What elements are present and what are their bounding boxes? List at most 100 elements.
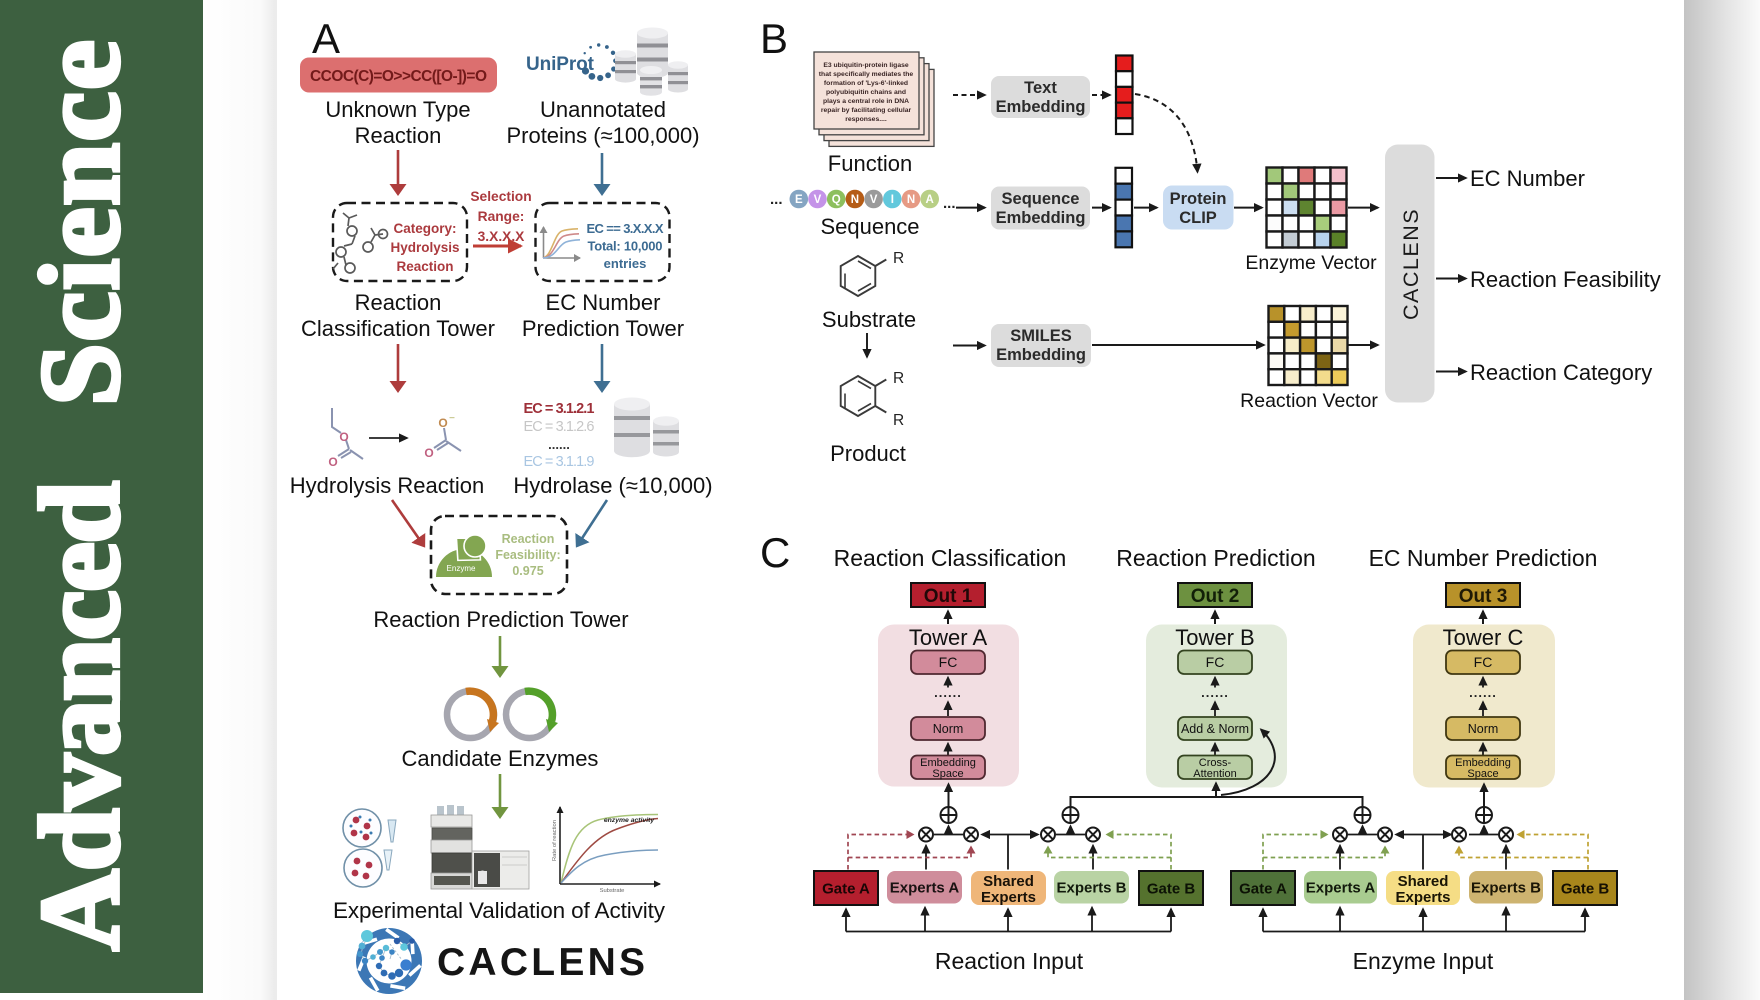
svg-text:CACLENS: CACLENS xyxy=(1399,208,1423,320)
svg-text:Space: Space xyxy=(932,768,963,780)
svg-text:polyubiquitin chains and: polyubiquitin chains and xyxy=(826,89,906,96)
svg-text:EC Number: EC Number xyxy=(1470,166,1585,191)
svg-text:Experts A: Experts A xyxy=(1306,880,1376,897)
svg-text:Reaction Vector: Reaction Vector xyxy=(1240,390,1378,412)
svg-text:...: ... xyxy=(770,191,783,208)
svg-text:Reaction Classification: Reaction Classification xyxy=(834,545,1067,571)
svg-text:Total: 10,000: Total: 10,000 xyxy=(588,239,663,254)
svg-text:Embedding: Embedding xyxy=(920,757,976,769)
svg-text:CACLENS: CACLENS xyxy=(437,941,646,984)
svg-text:Enzyme Input: Enzyme Input xyxy=(1353,948,1494,974)
svg-text:Space: Space xyxy=(1467,768,1498,780)
svg-text:A: A xyxy=(926,194,934,206)
svg-text:Prediction Tower: Prediction Tower xyxy=(522,316,684,341)
svg-text:3.X.X.X: 3.X.X.X xyxy=(478,229,526,244)
svg-text:O: O xyxy=(328,455,337,469)
svg-text:Experts: Experts xyxy=(1395,889,1450,906)
svg-text:Gate B: Gate B xyxy=(1561,881,1610,898)
svg-text:FC: FC xyxy=(939,654,958,670)
svg-text:Reaction Prediction Tower: Reaction Prediction Tower xyxy=(373,607,628,632)
svg-text:...: ... xyxy=(943,195,956,212)
svg-text:Selection: Selection xyxy=(470,189,531,204)
svg-text:Gate A: Gate A xyxy=(822,881,870,898)
svg-text:R: R xyxy=(893,412,904,429)
svg-text:EC Number Prediction: EC Number Prediction xyxy=(1369,545,1598,571)
svg-text:Advanced: Advanced xyxy=(18,481,143,951)
svg-text:C: C xyxy=(760,529,790,576)
svg-text:0.975: 0.975 xyxy=(512,564,543,578)
svg-text:CLIP: CLIP xyxy=(1179,209,1217,227)
svg-text:A: A xyxy=(312,15,340,62)
svg-text:O: O xyxy=(424,446,433,460)
svg-text:Protein: Protein xyxy=(1170,190,1227,208)
svg-text:Range:: Range: xyxy=(478,209,525,224)
svg-text:O: O xyxy=(438,416,447,430)
svg-text:Embedding: Embedding xyxy=(996,346,1086,364)
svg-text:EC = 3.1.2.6: EC = 3.1.2.6 xyxy=(524,419,595,435)
svg-text:Out 2: Out 2 xyxy=(1191,586,1240,607)
svg-text:EC = 3.1.1.9: EC = 3.1.1.9 xyxy=(524,454,595,470)
svg-text:Attention: Attention xyxy=(1193,768,1236,780)
svg-text:Substrate: Substrate xyxy=(600,888,625,894)
svg-text:Category:: Category: xyxy=(393,221,456,236)
svg-text:Reaction Input: Reaction Input xyxy=(935,948,1084,974)
svg-text:Q: Q xyxy=(832,194,841,206)
svg-text:R: R xyxy=(893,370,904,387)
svg-text:Reaction: Reaction xyxy=(502,532,555,546)
svg-text:R: R xyxy=(893,250,904,267)
svg-text:Science: Science xyxy=(18,40,143,406)
svg-text:Unannotated: Unannotated xyxy=(540,97,666,122)
svg-text:Experts A: Experts A xyxy=(890,880,960,897)
svg-text:Function: Function xyxy=(828,151,912,176)
svg-text:Tower B: Tower B xyxy=(1175,625,1254,650)
svg-text:Cross-: Cross- xyxy=(1199,757,1232,769)
svg-text:Tower C: Tower C xyxy=(1443,625,1524,650)
svg-text:Embedding: Embedding xyxy=(1455,757,1511,769)
svg-text:Hydrolase (≈10,000): Hydrolase (≈10,000) xyxy=(513,473,712,498)
svg-text:Reaction Category: Reaction Category xyxy=(1470,360,1652,385)
svg-text:E: E xyxy=(795,194,803,206)
svg-text:enzyme activity: enzyme activity xyxy=(604,817,655,824)
svg-text:Norm: Norm xyxy=(1468,722,1499,736)
svg-text:Reaction: Reaction xyxy=(355,123,442,148)
svg-text:Sequence: Sequence xyxy=(820,214,919,239)
svg-text:Reaction: Reaction xyxy=(396,259,453,274)
svg-text:Gate B: Gate B xyxy=(1147,881,1196,898)
svg-text:Feasibility:: Feasibility: xyxy=(495,548,560,562)
svg-text:Out 3: Out 3 xyxy=(1459,586,1508,607)
svg-text:FC: FC xyxy=(1206,654,1225,670)
svg-text:that specifically mediates the: that specifically mediates the xyxy=(819,71,914,78)
svg-text:......: ...... xyxy=(1469,685,1497,700)
svg-text:Substrate: Substrate xyxy=(822,307,916,332)
svg-text:Unknown Type: Unknown Type xyxy=(325,97,470,122)
svg-text:Hydrolysis: Hydrolysis xyxy=(390,240,459,255)
svg-text:Candidate Enzymes: Candidate Enzymes xyxy=(402,746,599,771)
svg-text:entries: entries xyxy=(604,256,647,271)
svg-text:Rate of reaction: Rate of reaction xyxy=(552,820,558,861)
svg-text:EC Number: EC Number xyxy=(546,290,661,315)
svg-text:EC == 3.X.X.X: EC == 3.X.X.X xyxy=(587,221,664,236)
svg-text:V: V xyxy=(814,194,822,206)
svg-text:repair by facilitating cellula: repair by facilitating cellular xyxy=(821,107,912,114)
svg-text:SMILES: SMILES xyxy=(1010,327,1071,345)
svg-text:O: O xyxy=(339,430,348,444)
svg-text:N: N xyxy=(851,194,859,206)
svg-text:Text: Text xyxy=(1024,79,1057,97)
svg-text:E3 ubiquitin-protein ligase: E3 ubiquitin-protein ligase xyxy=(823,62,909,69)
svg-text:Product: Product xyxy=(830,441,906,466)
svg-text:B: B xyxy=(760,15,788,62)
svg-text:N: N xyxy=(907,194,915,206)
svg-text:V: V xyxy=(870,194,878,206)
svg-text:Proteins (≈100,000): Proteins (≈100,000) xyxy=(506,123,699,148)
svg-text:......: ...... xyxy=(1201,685,1229,700)
svg-text:Embedding: Embedding xyxy=(996,209,1086,227)
svg-text:Tower A: Tower A xyxy=(909,625,988,650)
svg-text:Enzyme Vector: Enzyme Vector xyxy=(1245,252,1377,274)
svg-text:Gate A: Gate A xyxy=(1239,881,1287,898)
svg-text:Sequence: Sequence xyxy=(1002,190,1080,208)
svg-text:Embedding: Embedding xyxy=(996,98,1086,116)
svg-text:formation of 'Lys-6'-linked: formation of 'Lys-6'-linked xyxy=(824,80,908,87)
svg-text:FC: FC xyxy=(1474,654,1493,670)
svg-text:Hydrolysis Reaction: Hydrolysis Reaction xyxy=(290,473,484,498)
svg-text:responses....: responses.... xyxy=(845,116,887,123)
